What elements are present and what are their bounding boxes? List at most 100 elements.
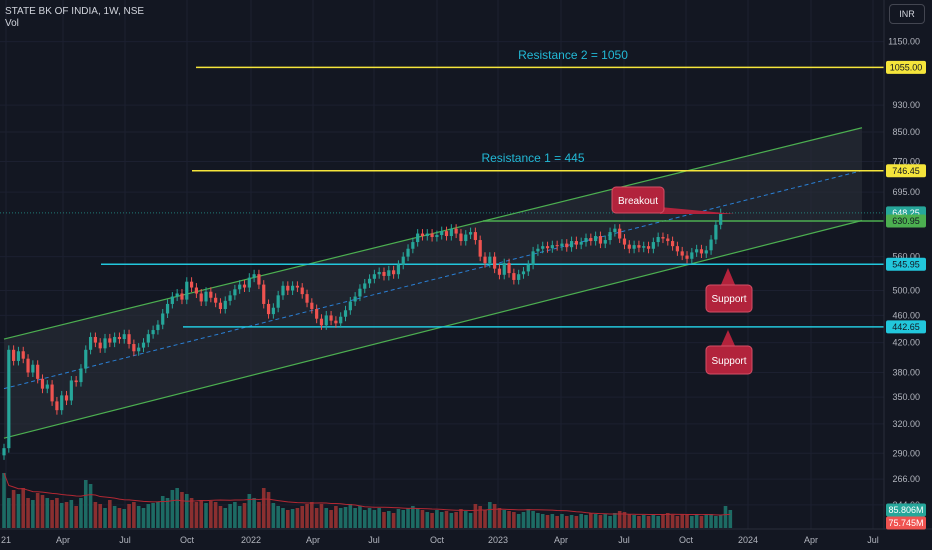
volume-bar — [204, 503, 208, 528]
candle-body — [305, 294, 309, 303]
candle — [637, 240, 641, 253]
volume-bar — [377, 508, 381, 528]
candle — [430, 229, 434, 242]
candle — [512, 268, 516, 285]
candle — [271, 303, 275, 319]
candle-body — [189, 281, 194, 288]
volume-tag: 85.806M — [886, 503, 926, 517]
candle-body — [709, 239, 713, 251]
volume-bar — [415, 508, 420, 528]
time-axis[interactable]: 21 Apr Jul Oct 2022 Apr Jul Oct 2023 Apr Jul Oct 202… — [1, 535, 879, 545]
candle-body — [113, 336, 117, 343]
candle-body — [680, 251, 684, 256]
candle — [627, 240, 631, 254]
candle-body — [122, 334, 126, 340]
candle-body — [238, 284, 242, 290]
x-tick-label: 2023 — [488, 535, 508, 545]
volume-moving-average — [3, 472, 731, 516]
candle-body — [594, 236, 598, 242]
candle — [276, 290, 280, 313]
candle-body — [146, 334, 150, 343]
candle-body — [165, 303, 170, 314]
currency-button[interactable]: INR — [889, 4, 925, 24]
candle-body — [324, 315, 328, 326]
candle-body — [493, 256, 497, 269]
volume-bar — [488, 502, 492, 528]
volume-bar — [699, 516, 704, 528]
candle — [358, 284, 362, 302]
volume-bar — [21, 488, 26, 528]
volume-bar — [11, 490, 16, 528]
volume-bar — [675, 516, 680, 528]
volume-indicator-label[interactable]: Vol — [5, 18, 19, 29]
candle — [545, 241, 550, 253]
price-axis[interactable]: 1150.00 930.00 850.00 770.00 695.00 560.00 500… — [888, 37, 920, 510]
candle-body — [69, 380, 73, 401]
volume-bar — [237, 506, 242, 528]
y-tick-label: 695.00 — [892, 187, 920, 197]
volume-bar — [88, 484, 93, 528]
volume-bar — [637, 516, 641, 528]
candle-body — [666, 238, 670, 242]
volume-bar — [319, 504, 324, 528]
volume-tag-label: 85.806M — [888, 505, 923, 515]
candle-body — [247, 277, 251, 288]
candle-body — [488, 256, 492, 264]
candle-body — [695, 249, 699, 253]
candle-body — [377, 271, 381, 275]
candle — [396, 260, 401, 279]
candle — [363, 278, 367, 294]
volume-bar — [16, 494, 21, 528]
candle — [84, 345, 88, 374]
volume-bars — [2, 473, 733, 528]
volume-bar — [661, 514, 665, 528]
price-tag-label: 442.65 — [892, 322, 920, 332]
volume-bar — [492, 504, 497, 528]
candle — [64, 390, 69, 406]
candle — [185, 277, 189, 305]
candle-body — [103, 338, 107, 349]
volume-bar — [314, 508, 319, 528]
candle — [74, 376, 78, 387]
candle — [521, 266, 526, 279]
x-tick-label: Jul — [867, 535, 879, 545]
candle — [618, 224, 622, 244]
candle — [180, 289, 184, 305]
candle — [151, 325, 155, 339]
candle — [170, 292, 174, 309]
candle-body — [161, 313, 165, 325]
candle — [541, 241, 545, 254]
volume-bar — [132, 502, 136, 528]
volume-bar — [502, 510, 507, 528]
volume-bar — [141, 508, 146, 528]
candle — [2, 443, 6, 460]
candle — [103, 333, 107, 353]
candle — [449, 224, 453, 241]
candle — [93, 332, 97, 348]
candle-body — [690, 252, 694, 259]
candle-body — [651, 242, 655, 249]
candle-body — [642, 246, 646, 248]
volume-bar — [122, 509, 127, 528]
volume-bar — [252, 498, 256, 528]
volume-bar — [367, 508, 372, 528]
candle-body — [45, 384, 49, 389]
candle — [122, 329, 126, 344]
candle — [464, 230, 468, 246]
volume-bar — [180, 492, 184, 528]
candle-body — [613, 228, 617, 233]
volume-bar — [334, 506, 338, 528]
volume-bar — [564, 516, 569, 528]
candle — [281, 281, 285, 300]
symbol-title[interactable]: STATE BK OF INDIA, 1W, NSE — [5, 6, 145, 17]
y-tick-label: 460.00 — [892, 310, 920, 320]
candle — [690, 247, 694, 264]
candle — [132, 339, 136, 356]
price-tag: 746.45 — [886, 164, 926, 178]
candle — [189, 277, 194, 293]
volume-bar — [665, 513, 670, 528]
support-callout-2: Support — [705, 330, 753, 375]
y-tick-label: 290.00 — [892, 448, 920, 458]
candle — [7, 345, 11, 453]
